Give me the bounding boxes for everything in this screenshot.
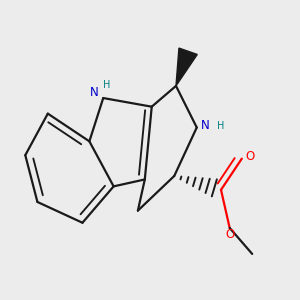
Text: N: N (90, 86, 99, 99)
Text: O: O (226, 228, 235, 241)
Polygon shape (176, 48, 197, 86)
Text: H: H (103, 80, 110, 90)
Text: H: H (217, 121, 224, 131)
Text: N: N (201, 119, 210, 132)
Text: O: O (246, 150, 255, 164)
